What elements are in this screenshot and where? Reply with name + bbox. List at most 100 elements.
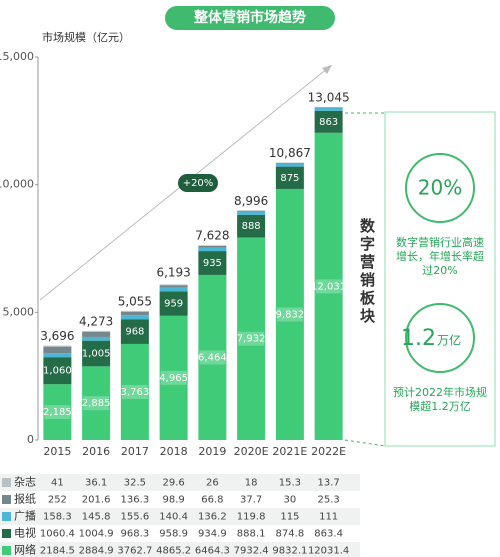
bar-segment xyxy=(82,331,111,337)
value-label: 863 xyxy=(319,117,338,128)
connector xyxy=(344,439,386,447)
label-box xyxy=(315,279,342,294)
bar-segment xyxy=(237,211,266,215)
stat: 20% xyxy=(418,176,462,200)
bar-segment xyxy=(275,162,304,164)
legend-swatch xyxy=(2,478,11,487)
table-cell: 26 xyxy=(206,478,219,489)
table-cell: 12031.4 xyxy=(308,546,349,557)
value-label: 7,932 xyxy=(237,334,266,345)
legend-swatch xyxy=(2,529,11,538)
table-cell: 874.8 xyxy=(276,529,305,540)
table-cell: 1004.9 xyxy=(79,529,114,540)
value-label: 968 xyxy=(125,327,144,338)
bar-segment xyxy=(275,188,304,440)
table-cell: 140.4 xyxy=(159,512,188,523)
label-box xyxy=(44,405,71,420)
label-box xyxy=(276,307,303,322)
legend-swatch xyxy=(2,512,11,521)
stat-circle xyxy=(405,303,475,373)
table-cell: 18 xyxy=(245,478,258,489)
table-row-bg xyxy=(0,508,360,525)
value-label: 6,464 xyxy=(198,352,227,363)
legend-label: 电视 xyxy=(14,526,36,540)
bar-segment xyxy=(198,274,227,440)
table-cell: 888.1 xyxy=(237,529,266,540)
table-row-bg xyxy=(0,542,360,557)
x-tick-label: 2022E xyxy=(311,445,346,458)
bar-segment xyxy=(198,251,227,275)
label-box xyxy=(160,370,187,385)
bar-segment xyxy=(237,237,266,440)
value-label: 4,965 xyxy=(159,373,188,384)
total-label: 5,055 xyxy=(118,294,152,308)
bar-segment xyxy=(120,319,149,344)
value-label: 935 xyxy=(203,258,222,269)
value-label: 888 xyxy=(242,221,261,232)
legend-label: 杂志 xyxy=(14,476,36,489)
bar-segment xyxy=(43,353,72,358)
table-cell: 4865.2 xyxy=(156,546,191,557)
arrow-head xyxy=(322,65,332,74)
table-cell: 115 xyxy=(280,512,299,523)
table-cell: 252 xyxy=(48,495,67,506)
x-tick-label: 2019 xyxy=(198,445,226,458)
bar-segment xyxy=(82,330,111,332)
side-text: 数字营销行业高速增长，年增长率超过20% xyxy=(396,236,484,277)
bar-segment xyxy=(314,132,343,440)
bar-segment xyxy=(120,315,149,320)
bar-segment xyxy=(159,291,188,316)
x-tick-label: 2020E xyxy=(234,445,269,458)
bar-segment xyxy=(314,107,343,108)
total-label: 7,628 xyxy=(195,229,229,243)
legend-swatch xyxy=(2,546,11,555)
table-cell: 15.3 xyxy=(279,478,301,489)
annotation: +20% xyxy=(183,178,214,189)
table-cell: 2884.9 xyxy=(79,546,114,557)
legend-label: 广播 xyxy=(14,509,36,523)
value-label: 1,005 xyxy=(82,349,111,360)
table-cell: 30 xyxy=(284,495,297,506)
table-cell: 1060.4 xyxy=(40,529,75,540)
bar-segment xyxy=(159,287,188,292)
x-tick-label: 2021E xyxy=(272,445,307,458)
bar-segment xyxy=(159,284,188,286)
bar-segment xyxy=(314,107,343,111)
table-cell: 37.7 xyxy=(240,495,262,506)
bar-segment xyxy=(159,315,188,440)
x-tick-label: 2018 xyxy=(160,445,188,458)
table-cell: 201.6 xyxy=(82,495,111,506)
table-cell: 155.6 xyxy=(121,512,150,523)
y-tick-label: 5,000 xyxy=(3,305,35,318)
x-tick-label: 2015 xyxy=(43,445,71,458)
label-box xyxy=(238,331,265,346)
value-label: 3,763 xyxy=(121,387,150,398)
table-cell: 36.1 xyxy=(85,478,107,489)
bar-segment xyxy=(120,343,149,440)
annotation-badge xyxy=(178,174,218,192)
table-cell: 863.4 xyxy=(314,529,343,540)
total-label: 3,696 xyxy=(40,329,74,343)
x-tick-label: 2016 xyxy=(82,445,110,458)
table-cell: 66.8 xyxy=(201,495,223,506)
bar-segment xyxy=(237,214,266,238)
value-label: 2,185 xyxy=(43,407,72,418)
bar-segment xyxy=(43,345,72,347)
bar-segment xyxy=(198,247,227,252)
y-tick-label: 0 xyxy=(27,433,34,446)
side-heading: 数字营销板块 xyxy=(358,218,376,326)
legend-swatch xyxy=(2,495,11,504)
table-cell: 119.8 xyxy=(237,512,266,523)
table-cell: 6464.3 xyxy=(195,546,230,557)
table-cell: 32.5 xyxy=(124,478,146,489)
bar-segment xyxy=(120,311,149,316)
table-cell: 136.2 xyxy=(198,512,227,523)
title-banner xyxy=(165,6,335,30)
bar-segment xyxy=(198,245,227,246)
value-label: 875 xyxy=(280,173,299,184)
table-cell: 934.9 xyxy=(198,529,227,540)
bar-segment xyxy=(314,110,343,133)
table-cell: 41 xyxy=(51,478,64,489)
bar-segment xyxy=(237,210,266,212)
